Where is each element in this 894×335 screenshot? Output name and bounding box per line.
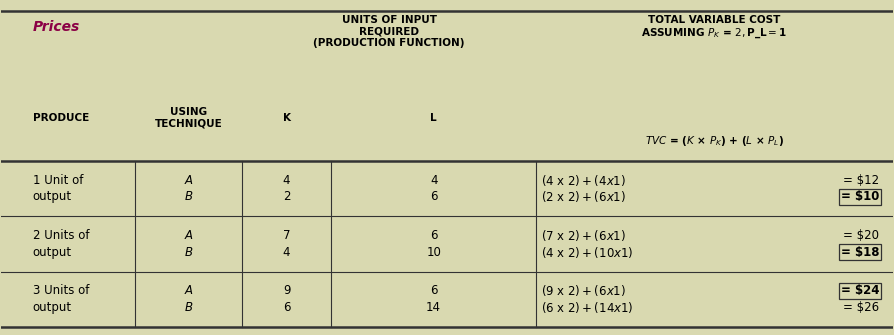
Text: output: output (32, 190, 72, 203)
Text: (6 x $2) + (14 x $1): (6 x $2) + (14 x $1) (541, 300, 633, 315)
Text: B: B (184, 246, 192, 259)
Text: A: A (184, 284, 192, 297)
Text: L: L (430, 113, 437, 123)
Text: Prices: Prices (32, 20, 80, 34)
Text: 4: 4 (430, 174, 437, 187)
Text: 7: 7 (283, 229, 291, 242)
Text: = $10: = $10 (841, 190, 879, 203)
Text: = $18: = $18 (840, 246, 879, 259)
FancyBboxPatch shape (2, 11, 892, 161)
Text: 2: 2 (283, 190, 291, 203)
Text: A: A (184, 174, 192, 187)
Text: 6: 6 (430, 229, 437, 242)
Text: (7 x $2) + (6 x $1): (7 x $2) + (6 x $1) (541, 228, 626, 243)
Text: 6: 6 (430, 190, 437, 203)
Text: = $20: = $20 (843, 229, 879, 242)
Text: 4: 4 (283, 246, 291, 259)
Text: 14: 14 (426, 301, 441, 314)
Text: UNITS OF INPUT
REQUIRED
(PRODUCTION FUNCTION): UNITS OF INPUT REQUIRED (PRODUCTION FUNC… (313, 15, 465, 48)
Text: (2 x $2) + (6 x $1): (2 x $2) + (6 x $1) (541, 189, 626, 204)
Text: 1 Unit of: 1 Unit of (32, 174, 83, 187)
Text: output: output (32, 246, 72, 259)
Text: 6: 6 (283, 301, 291, 314)
Text: (4 x $2) + (4 x $1): (4 x $2) + (4 x $1) (541, 173, 626, 188)
Text: A: A (184, 229, 192, 242)
Text: = $24: = $24 (840, 284, 879, 297)
Text: 3 Units of: 3 Units of (32, 284, 89, 297)
Text: PRODUCE: PRODUCE (32, 113, 89, 123)
Text: (4 x $2) + (10 x $1): (4 x $2) + (10 x $1) (541, 245, 633, 260)
Text: 4: 4 (283, 174, 291, 187)
Text: 6: 6 (430, 284, 437, 297)
Text: USING
TECHNIQUE: USING TECHNIQUE (155, 107, 223, 128)
Text: B: B (184, 190, 192, 203)
Text: K: K (283, 113, 291, 123)
Text: = $26: = $26 (843, 301, 879, 314)
Text: 9: 9 (283, 284, 291, 297)
Text: = $12: = $12 (843, 174, 879, 187)
Text: 10: 10 (426, 246, 441, 259)
Text: output: output (32, 301, 72, 314)
Text: B: B (184, 301, 192, 314)
Text: 2 Units of: 2 Units of (32, 229, 89, 242)
Text: TOTAL VARIABLE COST
ASSUMING $P_K$ = $2, $P_L$ = $1: TOTAL VARIABLE COST ASSUMING $P_K$ = $2,… (641, 15, 788, 40)
Text: $\mathit{TVC}$ = ($\mathit{K}$ × $P_K$) + ($\mathit{L}$ × $P_L$): $\mathit{TVC}$ = ($\mathit{K}$ × $P_K$) … (645, 134, 784, 147)
Text: (9 x $2) + (6 x $1): (9 x $2) + (6 x $1) (541, 283, 626, 298)
